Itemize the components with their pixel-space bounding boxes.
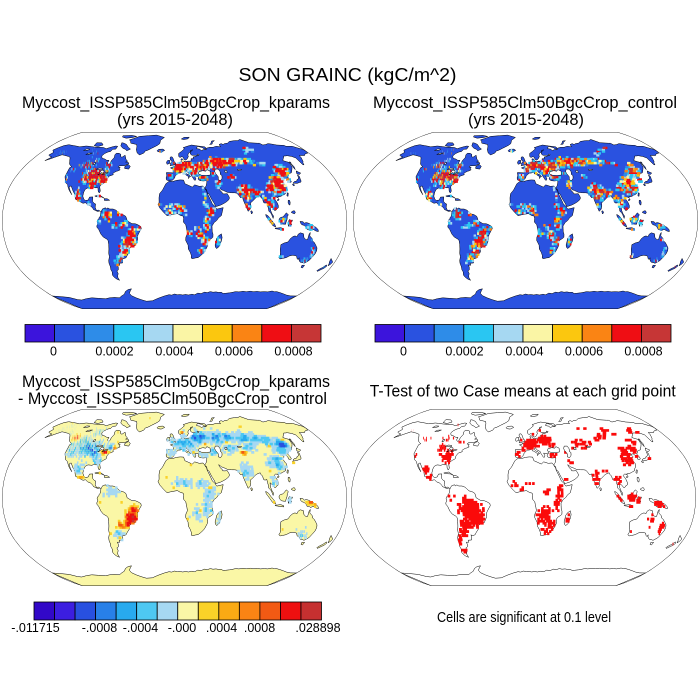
svg-text:-.0004: -.0004 (123, 621, 158, 635)
svg-text:SON GRAINC (kgC/m^2): SON GRAINC (kgC/m^2) (239, 64, 457, 85)
svg-text:Myccost_ISSP585Clm50BgcCrop_kp: Myccost_ISSP585Clm50BgcCrop_kparams (22, 373, 330, 391)
svg-text:0.0008: 0.0008 (274, 345, 312, 359)
svg-text:0: 0 (400, 345, 407, 359)
svg-text:.0008: .0008 (244, 621, 275, 635)
svg-text:Cells are significant at 0.1 l: Cells are significant at 0.1 level (437, 610, 611, 626)
svg-text:-.0008: -.0008 (82, 621, 117, 635)
svg-text:0: 0 (50, 345, 57, 359)
svg-text:0.0002: 0.0002 (95, 345, 133, 359)
svg-text:-.000: -.000 (168, 621, 197, 635)
svg-text:0.0004: 0.0004 (505, 345, 543, 359)
svg-text:-.011715: -.011715 (11, 621, 59, 635)
svg-text:0.0004: 0.0004 (155, 345, 193, 359)
svg-text:Myccost_ISSP585Clm50BgcCrop_kp: Myccost_ISSP585Clm50BgcCrop_kparams (22, 94, 330, 112)
svg-text:(yrs 2015-2048): (yrs 2015-2048) (117, 111, 233, 129)
svg-text:(yrs 2015-2048): (yrs 2015-2048) (468, 111, 584, 129)
svg-text:0.0002: 0.0002 (445, 345, 483, 359)
svg-text:0.0008: 0.0008 (624, 345, 662, 359)
svg-text:- Myccost_ISSP585Clm50BgcCrop_: - Myccost_ISSP585Clm50BgcCrop_control (18, 390, 327, 408)
svg-text:0.0006: 0.0006 (215, 345, 253, 359)
svg-text:0.0006: 0.0006 (565, 345, 603, 359)
svg-text:.0004: .0004 (206, 621, 237, 635)
svg-text:.028898: .028898 (295, 621, 340, 635)
svg-text:T-Test of two Case means at ea: T-Test of two Case means at each grid po… (370, 382, 676, 401)
svg-text:Myccost_ISSP585Clm50BgcCrop_co: Myccost_ISSP585Clm50BgcCrop_control (373, 94, 677, 112)
